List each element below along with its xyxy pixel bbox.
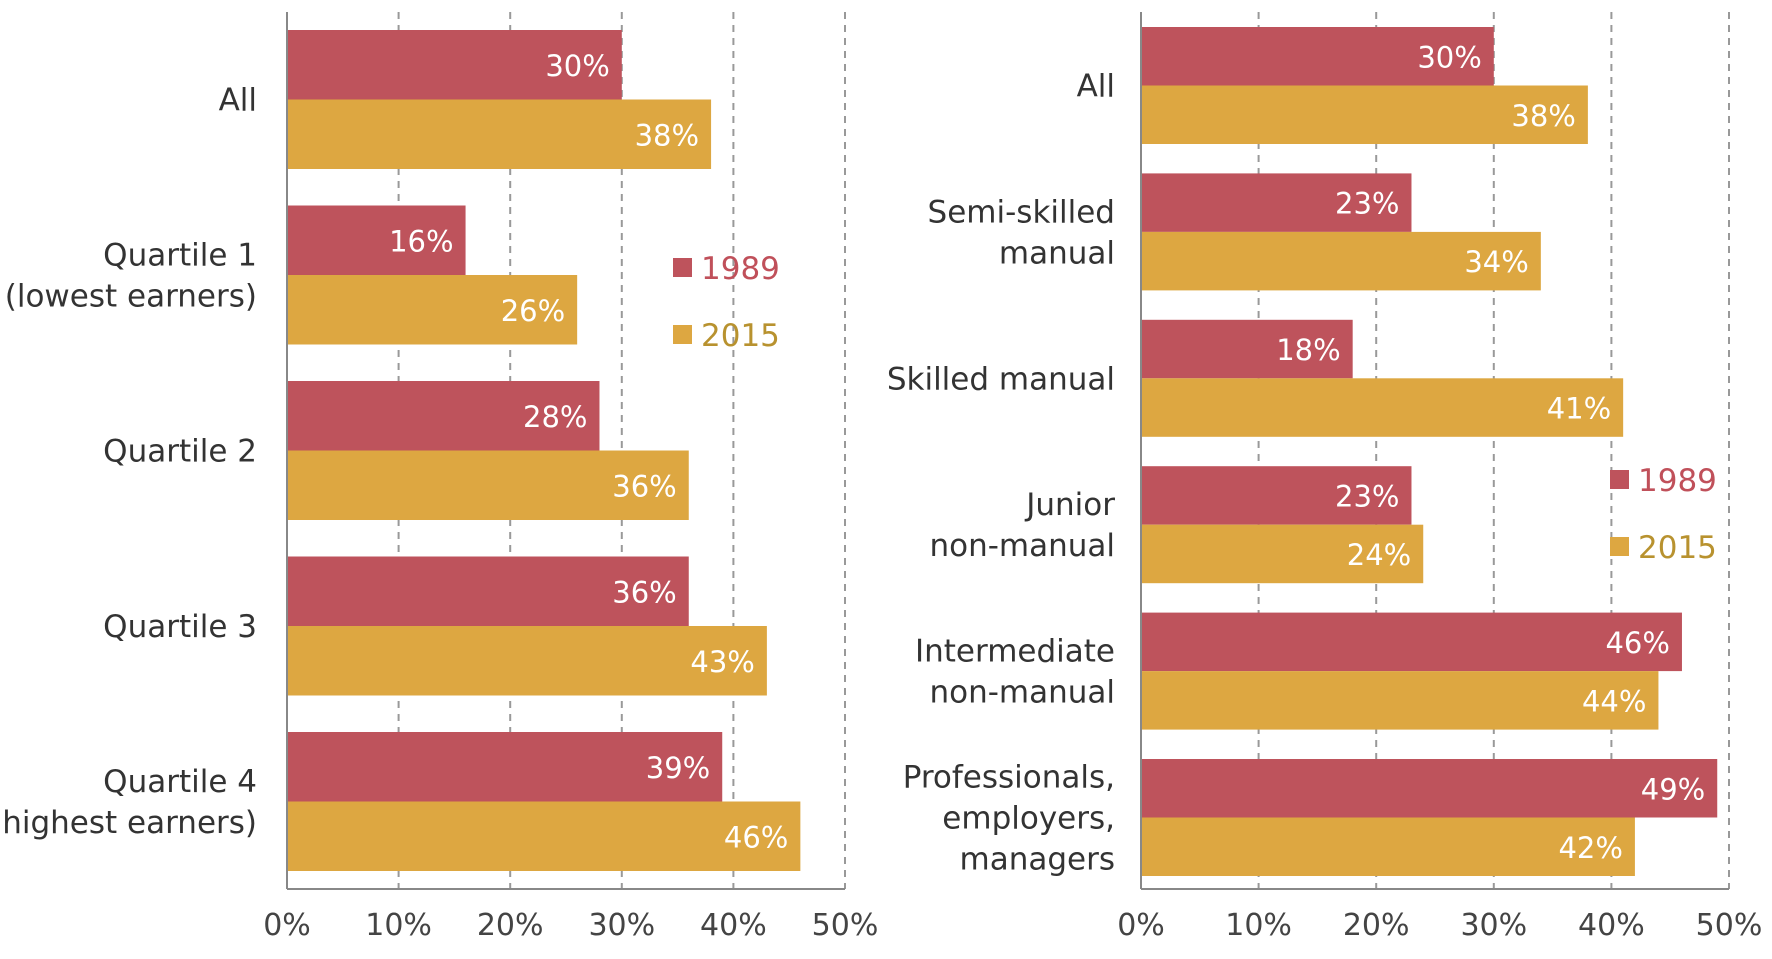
data-label: 34% <box>1464 245 1528 279</box>
category-label: Quartile 3 <box>103 609 257 645</box>
data-label: 43% <box>690 645 754 679</box>
x-tick-label: 0% <box>263 908 311 943</box>
x-tick-label: 10% <box>365 908 432 943</box>
bar-1989 <box>1141 759 1718 818</box>
bar-1989 <box>287 732 723 802</box>
bar-2015 <box>1141 378 1624 437</box>
legend-label-2015: 2015 <box>701 318 780 354</box>
data-label: 36% <box>612 575 676 609</box>
x-tick-label: 50% <box>1696 908 1763 943</box>
category-label: (highest earners) <box>0 805 257 841</box>
legend-swatch-2015 <box>673 325 692 344</box>
category-label: All <box>219 83 257 119</box>
bar-1989 <box>287 381 600 451</box>
category-label: Quartile 2 <box>103 434 257 470</box>
category-label: Intermediate <box>915 634 1115 670</box>
bar-2015 <box>287 275 578 345</box>
x-tick-label: 10% <box>1225 908 1292 943</box>
category-label: (lowest earners) <box>5 279 257 315</box>
bar-1989 <box>287 30 622 100</box>
bar-1989 <box>1141 466 1412 525</box>
bar-1989 <box>287 556 689 626</box>
x-tick-label: 40% <box>700 908 767 943</box>
category-label: Junior <box>1024 487 1115 523</box>
category-label: Skilled manual <box>887 361 1115 397</box>
bar-1989 <box>1141 173 1412 232</box>
data-label: 44% <box>1582 684 1646 718</box>
data-label: 38% <box>635 118 699 152</box>
bar-2015 <box>287 99 712 169</box>
bar-2015 <box>1141 524 1424 584</box>
legend-swatch-2015 <box>1610 537 1629 556</box>
bar-1989 <box>1141 27 1494 86</box>
category-label: All <box>1077 69 1115 105</box>
category-label: Semi-skilled <box>928 194 1115 230</box>
data-label: 46% <box>724 820 788 854</box>
data-label: 49% <box>1641 772 1705 806</box>
data-label: 46% <box>1605 626 1669 660</box>
x-tick-label: 40% <box>1578 908 1645 943</box>
category-label: non-manual <box>929 528 1115 564</box>
data-label: 41% <box>1547 392 1611 426</box>
data-label: 23% <box>1335 479 1399 513</box>
x-tick-label: 50% <box>812 908 879 943</box>
x-tick-label: 30% <box>1460 908 1527 943</box>
bar-1989 <box>287 205 466 275</box>
x-tick-label: 30% <box>588 908 655 943</box>
bar-2015 <box>1141 85 1588 144</box>
category-label: non-manual <box>929 675 1115 711</box>
category-label: Professionals, <box>903 760 1115 796</box>
category-label: Quartile 4 <box>103 764 257 800</box>
category-label: employers, <box>942 801 1115 837</box>
category-label: managers <box>960 842 1115 878</box>
data-label: 42% <box>1558 831 1622 865</box>
bar-2015 <box>1141 231 1541 291</box>
data-label: 16% <box>389 224 453 258</box>
bar-2015 <box>1141 817 1635 876</box>
bar-2015 <box>1141 671 1659 730</box>
category-label: Quartile 1 <box>103 238 257 274</box>
data-label: 30% <box>545 49 609 83</box>
legend-label-2015: 2015 <box>1638 530 1717 566</box>
data-label: 38% <box>1511 99 1575 133</box>
bar-1989 <box>1141 319 1353 379</box>
data-label: 24% <box>1347 538 1411 572</box>
legend-label-1989: 1989 <box>701 251 780 287</box>
data-label: 28% <box>523 400 587 434</box>
bar-2015 <box>287 450 689 520</box>
legend-swatch-1989 <box>673 258 692 277</box>
data-label: 18% <box>1276 333 1340 367</box>
data-label: 36% <box>612 469 676 503</box>
data-label: 30% <box>1417 40 1481 74</box>
bar-2015 <box>287 801 801 871</box>
bar-1989 <box>1141 612 1682 672</box>
legend-label-1989: 1989 <box>1638 463 1717 499</box>
data-label: 26% <box>501 294 565 328</box>
bar-2015 <box>287 626 767 696</box>
legend-swatch-1989 <box>1610 470 1629 489</box>
category-label: manual <box>999 235 1115 271</box>
data-label: 39% <box>646 751 710 785</box>
x-tick-label: 0% <box>1117 908 1165 943</box>
x-tick-label: 20% <box>477 908 544 943</box>
data-label: 23% <box>1335 187 1399 221</box>
x-tick-label: 20% <box>1343 908 1410 943</box>
